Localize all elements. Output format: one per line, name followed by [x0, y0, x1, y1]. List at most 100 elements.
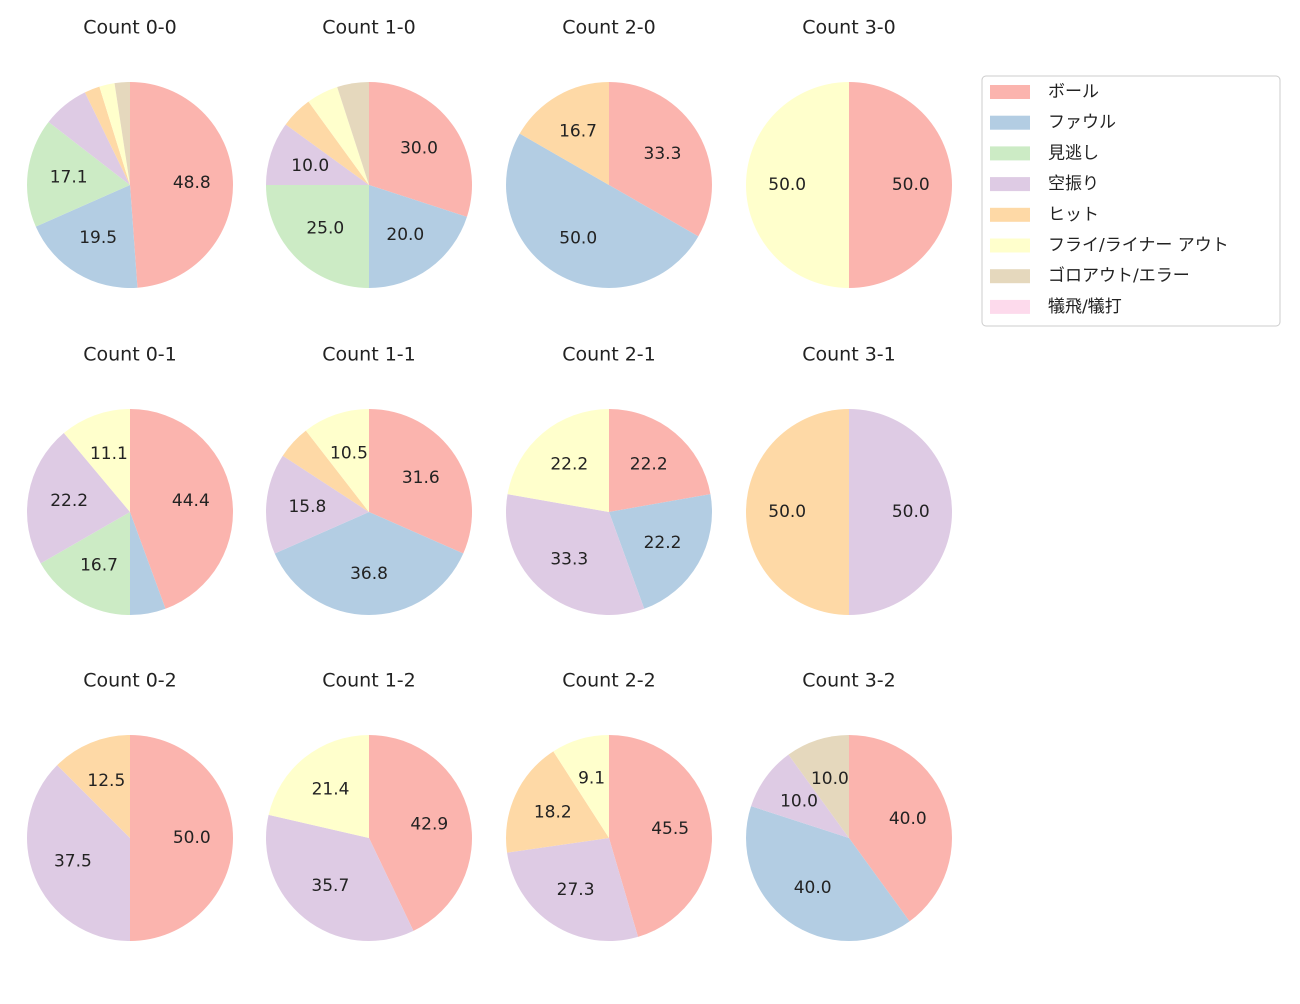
legend-label: 犠飛/犠打: [1048, 297, 1122, 317]
value-label: 27.3: [557, 880, 595, 900]
value-label: 10.0: [811, 769, 849, 789]
value-label: 18.2: [534, 802, 572, 822]
chart-title: Count 0-1: [83, 344, 177, 366]
pie-slice: [609, 82, 712, 237]
pie-slice: [519, 82, 609, 185]
chart-title: Count 3-2: [802, 670, 896, 692]
legend-swatch: [990, 115, 1030, 130]
chart-title: Count 2-2: [562, 670, 656, 692]
pie-slice: [788, 735, 849, 838]
pie-slice: [849, 735, 953, 922]
pie-slice: [305, 409, 369, 512]
pie-slice: [130, 409, 233, 609]
value-label: 37.5: [54, 852, 92, 872]
pie-slice: [553, 735, 609, 838]
value-label: 22.2: [50, 491, 88, 511]
chart-title: Count 2-1: [562, 344, 656, 366]
value-label: 11.1: [90, 444, 128, 464]
pie-slice: [26, 433, 130, 564]
value-label: 16.7: [559, 122, 597, 142]
value-label: 50.0: [173, 828, 211, 848]
value-label: 22.2: [644, 533, 682, 553]
pie-slice: [746, 409, 849, 615]
legend-swatch: [990, 177, 1030, 192]
pie-slice: [282, 430, 369, 512]
pie-slice: [266, 814, 414, 942]
chart-title: Count 3-1: [802, 344, 896, 366]
pie-slice: [609, 494, 712, 609]
value-label: 15.8: [288, 497, 326, 517]
value-label: 22.2: [630, 455, 668, 475]
value-label: 20.0: [386, 225, 424, 245]
value-label: 36.8: [350, 564, 388, 584]
pie-slice: [285, 101, 369, 185]
pie-slice: [505, 494, 645, 615]
pie-slice: [751, 754, 849, 838]
value-label: 33.3: [550, 549, 588, 569]
pie-slice: [274, 512, 464, 616]
chart-title: Count 2-0: [562, 17, 656, 39]
pie-slice: [849, 82, 952, 288]
value-label: 19.5: [79, 228, 117, 248]
value-label: 22.2: [550, 455, 588, 475]
pie-slice: [27, 765, 130, 941]
pie-slice: [746, 806, 910, 941]
pie-slice: [57, 735, 131, 838]
value-label: 33.3: [644, 144, 682, 164]
pie-slice: [130, 512, 166, 615]
value-label: 10.5: [330, 444, 368, 464]
legend-label: ボール: [1048, 82, 1099, 102]
value-label: 31.6: [402, 468, 440, 488]
value-label: 35.7: [311, 876, 349, 896]
chart-title: Count 0-0: [83, 17, 177, 39]
chart-title: Count 1-1: [322, 344, 416, 366]
legend-swatch: [990, 85, 1030, 99]
chart-title: Count 1-2: [322, 670, 416, 692]
value-label: 9.1: [578, 769, 605, 789]
pie-slice: [99, 83, 130, 185]
pie-slice: [506, 133, 699, 288]
pie-slice: [35, 185, 138, 288]
pie-slice: [337, 82, 369, 185]
value-label: 12.5: [87, 771, 125, 791]
pie-slice: [266, 185, 369, 288]
pie-slice: [609, 735, 712, 937]
legend-swatch: [990, 238, 1030, 253]
pie-slice: [369, 82, 472, 217]
value-label: 50.0: [892, 175, 930, 195]
pie-slice: [265, 455, 369, 554]
chart-title: Count 0-2: [83, 670, 177, 692]
value-label: 17.1: [50, 168, 88, 188]
legend-label: ファウル: [1048, 113, 1116, 133]
legend-label: フライ/ライナー アウト: [1048, 236, 1229, 256]
chart-title: Count 1-0: [322, 17, 416, 39]
value-label: 50.0: [892, 502, 930, 522]
legend-swatch: [990, 269, 1030, 284]
legend-label: 見逃し: [1048, 143, 1099, 163]
pie-slice: [369, 409, 473, 554]
legend-label: ゴロアウト/エラー: [1048, 265, 1190, 286]
legend-swatch: [990, 207, 1030, 222]
pie-slice: [609, 409, 711, 512]
value-label: 25.0: [306, 219, 344, 239]
pie-slice: [849, 409, 952, 615]
legend-swatch: [990, 146, 1030, 161]
value-label: 44.4: [172, 491, 210, 511]
pie-slice: [84, 86, 130, 185]
legend-swatch: [990, 299, 1030, 314]
pie-slice: [308, 87, 369, 185]
legend-label: 空振り: [1048, 174, 1099, 194]
value-label: 10.0: [291, 156, 329, 176]
pie-slice: [40, 512, 130, 615]
value-label: 42.9: [410, 814, 448, 834]
value-label: 30.0: [400, 139, 438, 159]
value-label: 48.8: [173, 173, 211, 193]
value-label: 50.0: [768, 175, 806, 195]
pie-slice: [506, 751, 609, 853]
value-label: 40.0: [794, 878, 832, 898]
pie-slice: [130, 735, 233, 941]
chart-title: Count 3-0: [802, 17, 896, 39]
value-label: 10.0: [780, 792, 818, 812]
